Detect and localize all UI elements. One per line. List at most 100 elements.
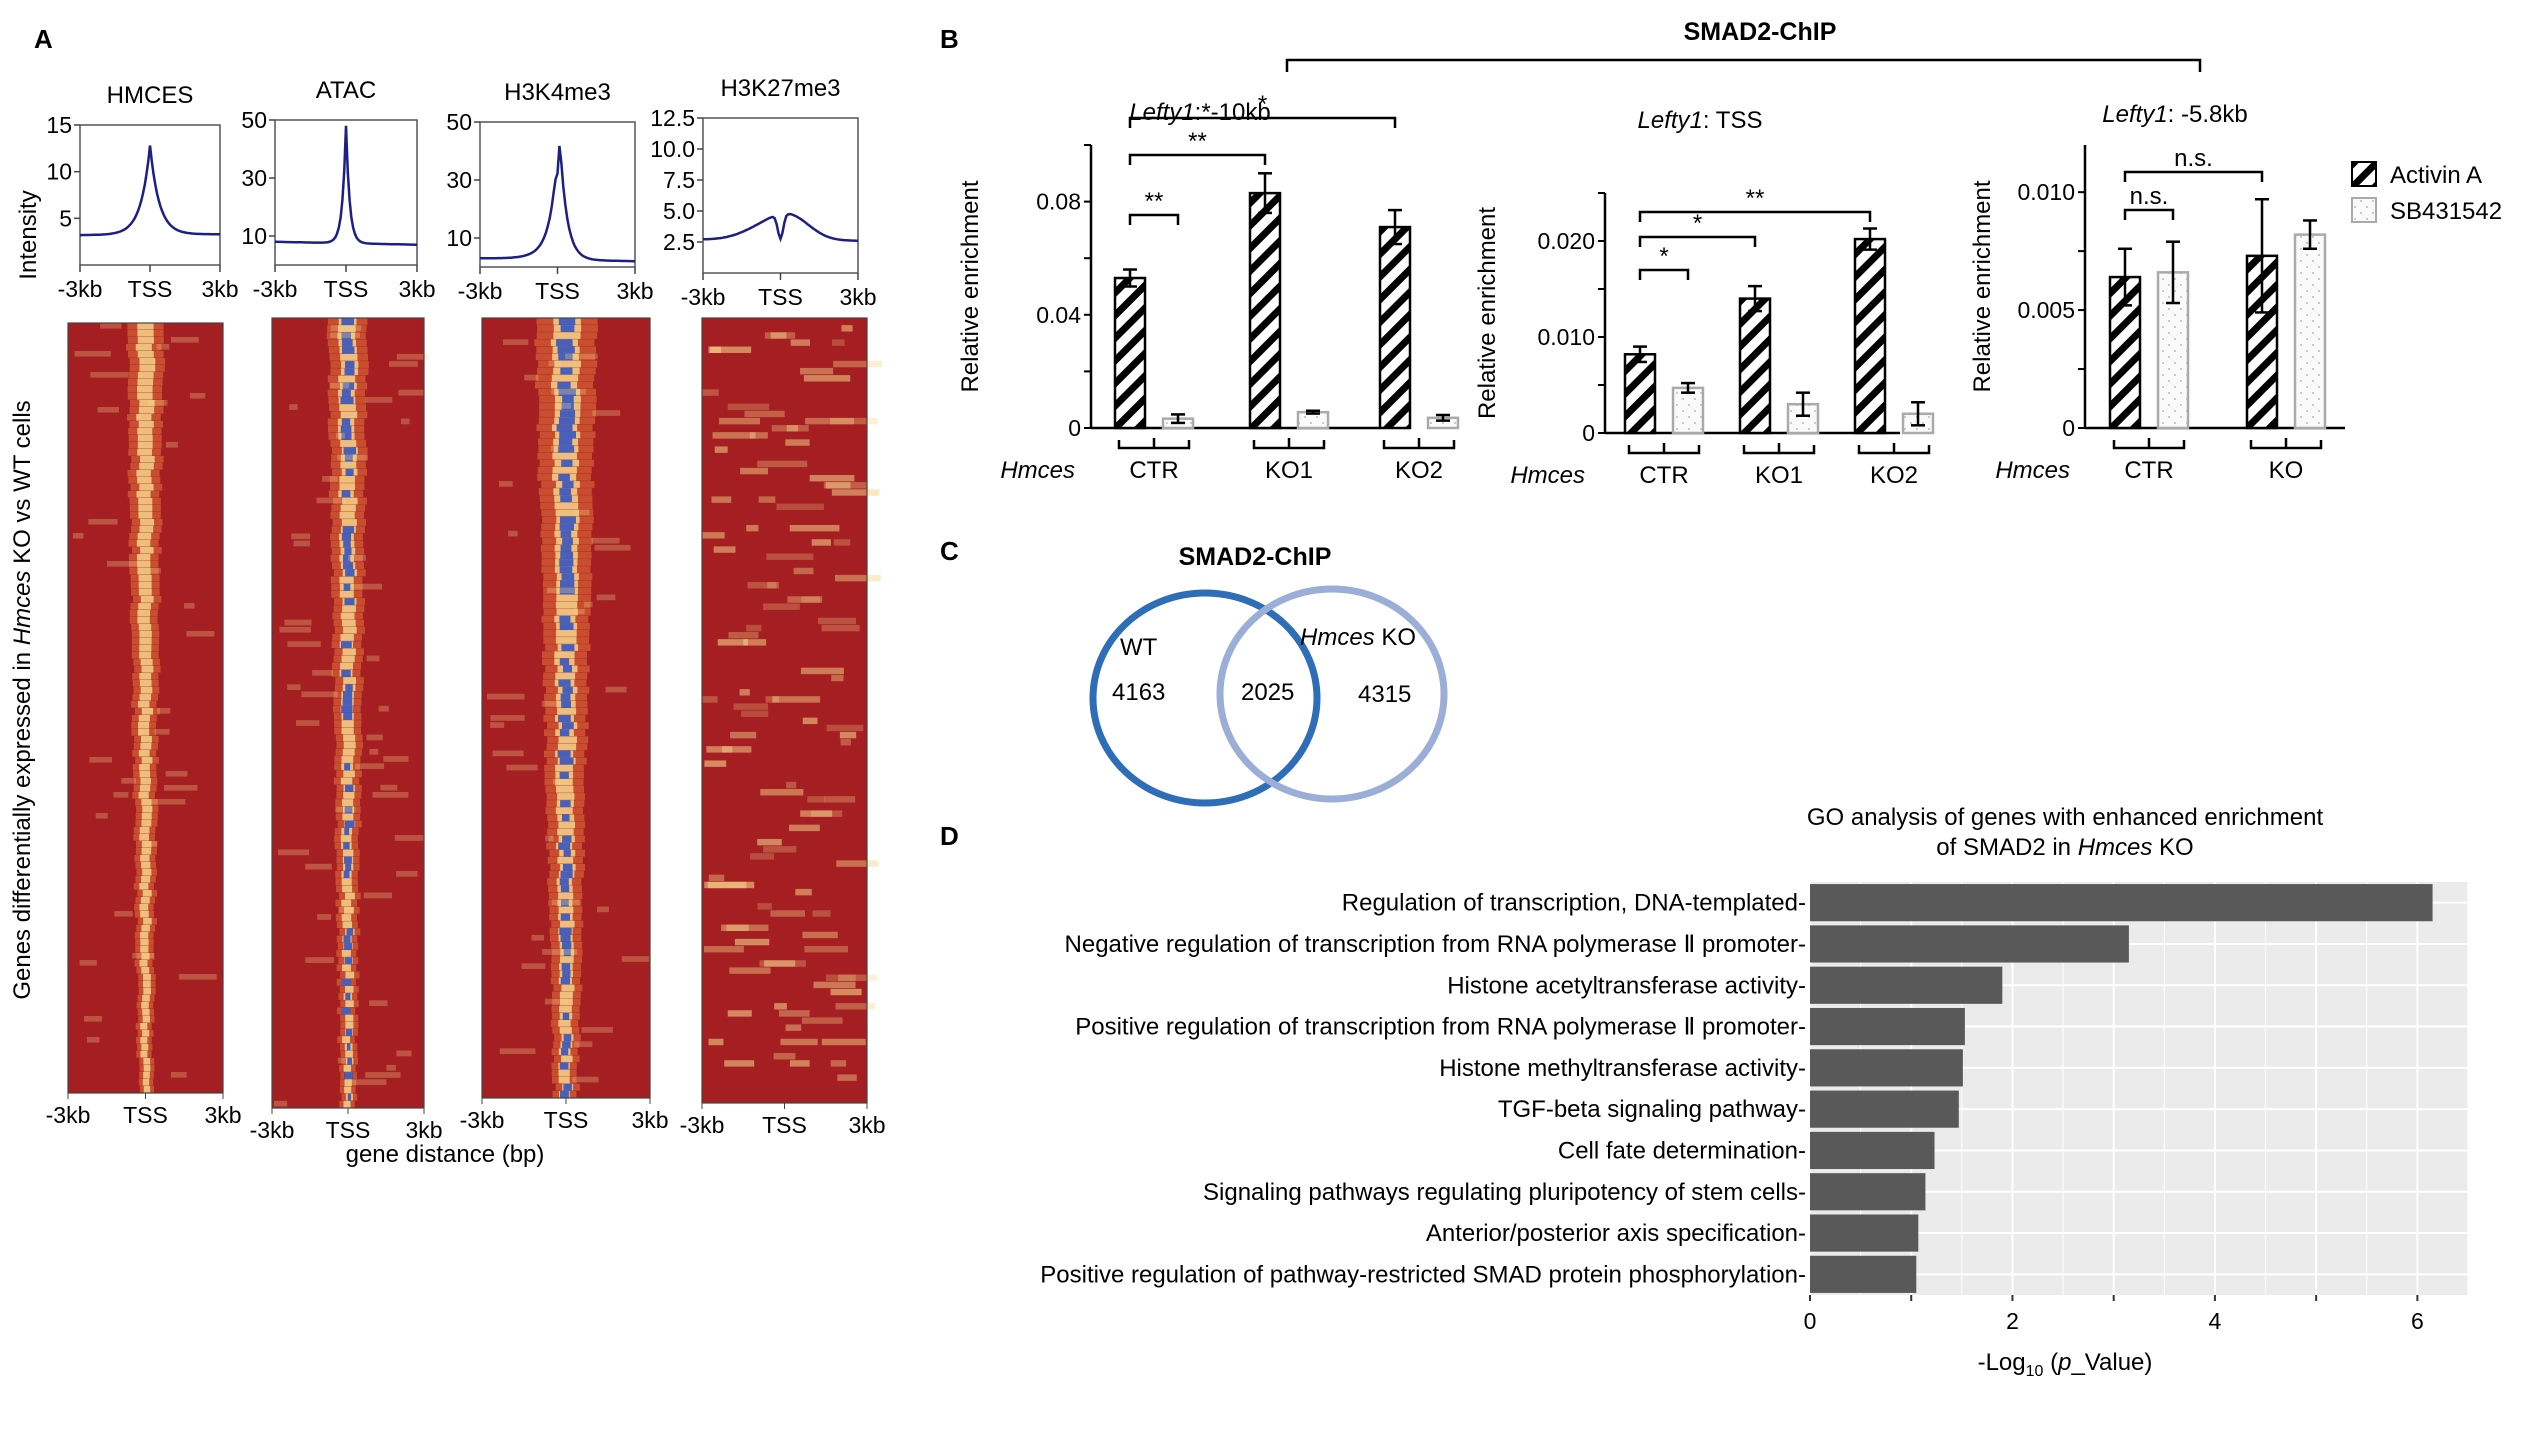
heatmap-streak [341, 950, 351, 957]
x-tick-label: -3kb [46, 1102, 91, 1128]
heatmap-streak [141, 1002, 149, 1009]
x-tick-label: TSS [324, 276, 369, 302]
venn-diagram: SMAD2-ChIP WT Hmces KO 4163 2025 4315 [1089, 543, 1448, 807]
heatmap-signal [560, 325, 575, 333]
heatmap-streak [555, 403, 572, 409]
heatmap-streak [342, 813, 354, 821]
heatmap-streak [141, 876, 151, 883]
x-tick-label: -3kb [680, 1112, 725, 1138]
heatmap-streak [141, 862, 151, 869]
heatmap-streak [712, 432, 756, 439]
legend-swatch-sb431542 [2351, 197, 2377, 223]
heatmap-signal [562, 1041, 571, 1049]
heatmap-streak [141, 925, 150, 932]
x-tick-label: -3kb [681, 284, 726, 310]
heatmap-streak [825, 974, 856, 981]
heatmap-signal [562, 396, 574, 404]
heatmap-streak [142, 806, 153, 813]
go-bar [1810, 925, 2129, 963]
heatmap-ylabel: Genes differentially expressed in Hmces … [9, 400, 36, 999]
heatmap-streak [490, 722, 505, 728]
heatmaps: -3kb TSS 3kb -3kb TSS 3kb -3kb TSS 3kb -3kb TSS 3kb [46, 317, 886, 1143]
heatmap-streak [340, 461, 357, 469]
heatmap-streak [344, 1079, 352, 1087]
x-tick-label: 3kb [398, 276, 435, 302]
heatmap-streak [386, 1064, 396, 1071]
group-bracket [2112, 438, 2186, 450]
heatmap-signal [558, 438, 573, 446]
heatmap-streak [729, 967, 771, 974]
heatmap-streak [135, 344, 152, 351]
go-title-post: KO [2152, 834, 2193, 861]
heatmap-streak [833, 360, 882, 368]
heatmap-streak [702, 389, 719, 396]
heatmap-streak [301, 691, 338, 698]
heatmap-streak [139, 764, 150, 771]
heatmap-streak [140, 778, 151, 785]
go-term-label: Anterior/posterior axis specification- [1426, 1220, 1806, 1247]
heatmap-signal [562, 942, 572, 950]
heatmap-streak [339, 906, 355, 913]
significance-bracket [1638, 210, 1872, 222]
heatmap-streak [559, 991, 573, 999]
heatmap-streak [591, 537, 620, 544]
heatmap-signal [347, 1093, 352, 1101]
go-bar-chart: GO analysis of genes with enhanced enric… [1040, 804, 2469, 1380]
heatmap-streak [140, 911, 149, 918]
xlabel-paren: ( [2043, 1349, 2058, 1376]
heatmap-streak [744, 410, 785, 418]
go-bar [1810, 884, 2433, 922]
heatmap-streak [366, 655, 380, 662]
heatmap-streak [541, 700, 559, 707]
heatmap-streak [774, 1003, 787, 1010]
bar-chart-1: Lefty1:*-10kb 0 0.04 0.08 Relative enrichmen… [957, 91, 1460, 484]
heatmap-streak [558, 736, 577, 744]
bar-ko2-activin [1853, 237, 1887, 435]
category-label-ko2: KO2 [1395, 457, 1443, 484]
heatmap-signal [559, 523, 575, 531]
heatmap-signal [562, 722, 574, 730]
y-tick-label: 30 [446, 167, 472, 193]
heatmap-signal [344, 368, 355, 376]
heatmap-streak [344, 1086, 352, 1094]
heatmap-streak [499, 1048, 536, 1055]
heatmap-streak [831, 489, 880, 496]
profile-curve [275, 125, 417, 246]
heatmap-streak [341, 899, 352, 907]
heatmap-signal [344, 454, 353, 462]
go-term-label: Signaling pathways regulating pluripoten… [1203, 1179, 1806, 1206]
profile-curve [479, 145, 635, 263]
heatmap-streak [142, 995, 150, 1002]
heatmap-streak [147, 400, 168, 406]
heatmap-streak [548, 360, 562, 367]
heatmap-streak [807, 796, 825, 803]
heatmap-streak [340, 504, 356, 512]
heatmap-streak [757, 838, 782, 846]
heatmap-streak [138, 505, 153, 512]
heatmap-streak [142, 869, 152, 876]
heatmap-signal [341, 1007, 351, 1015]
heatmap-streak [141, 813, 152, 820]
heatmap-signal [560, 977, 571, 985]
heatmap-streak [132, 953, 154, 959]
heatmap-streak [178, 974, 217, 980]
x-tick-label: TSS [544, 1107, 589, 1133]
y-axis-label: Relative enrichment [957, 180, 984, 392]
heatmap-streak [140, 939, 149, 946]
heatmap-signal [557, 381, 571, 389]
heatmap-signal [561, 644, 575, 652]
significance-bracket [1128, 213, 1180, 225]
heatmap-signal [341, 669, 351, 678]
heatmap-signal [559, 566, 573, 574]
heatmap-signal [561, 700, 571, 708]
heatmap-streak [559, 956, 574, 963]
heatmap-streak [558, 821, 576, 829]
bar-ctr-activin [1623, 353, 1657, 435]
heatmap-streak [140, 596, 154, 603]
heatmap-signal [563, 1034, 572, 1042]
heatmap-streak [341, 727, 354, 735]
heatmap-streak [780, 1038, 818, 1046]
heatmap-streak [704, 881, 747, 889]
heatmap-streak [137, 477, 152, 484]
heatmap-streak [763, 603, 800, 610]
